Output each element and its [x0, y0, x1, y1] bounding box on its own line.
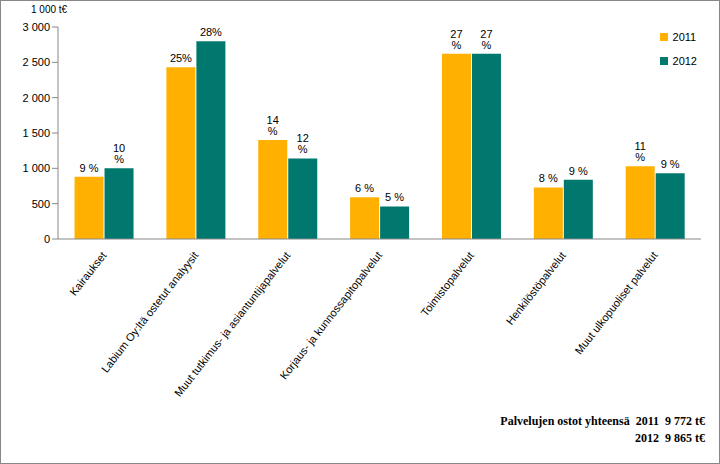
svg-text:27%: 27%	[480, 28, 492, 51]
svg-text:10%: 10%	[113, 142, 125, 165]
svg-text:27%: 27%	[450, 28, 462, 51]
html-text:1 000 t€: 1 000 t€	[31, 4, 68, 15]
svg-text:0: 0	[44, 233, 50, 245]
html-text:2012: 2012	[672, 55, 697, 67]
svg-text:Kairaukset: Kairaukset	[67, 249, 108, 297]
html-text:2012 9 865 t€: 2012 9 865 t€	[635, 431, 705, 445]
svg-text:Muut tutkimus- ja asiantuntija: Muut tutkimus- ja asiantuntijapalvelut	[172, 249, 293, 399]
html-text:Palvelujen ostot yhteensä 2011: Palvelujen ostot yhteensä 2011 9 772 t€	[500, 414, 705, 428]
svg-text:Henkilöstöpalvelut: Henkilöstöpalvelut	[504, 249, 568, 327]
svg-text:Korjaus- ja kunnossapitopalvel: Korjaus- ja kunnossapitopalvelut	[277, 249, 384, 381]
svg-text:1 000: 1 000	[22, 162, 50, 174]
svg-text:Labium Oy:ltä ostetut analyysi: Labium Oy:ltä ostetut analyysit	[99, 249, 201, 374]
svg-text:500: 500	[32, 198, 50, 210]
svg-text:25%: 25%	[170, 52, 192, 64]
svg-text:9 %: 9 %	[569, 165, 588, 177]
svg-text:14%: 14%	[267, 114, 279, 137]
svg-text:6 %: 6 %	[355, 182, 374, 194]
svg-text:Muut ulkopuoliset palvelut: Muut ulkopuoliset palvelut	[572, 249, 659, 356]
svg-text:28%: 28%	[200, 26, 222, 38]
svg-text:2 000: 2 000	[22, 92, 50, 104]
svg-text:11%: 11%	[634, 140, 645, 163]
svg-text:9 %: 9 %	[80, 162, 99, 174]
svg-text:1 500: 1 500	[22, 127, 50, 139]
svg-text:2 500: 2 500	[22, 56, 50, 68]
svg-text:12%: 12%	[297, 132, 309, 155]
svg-text:8 %: 8 %	[539, 172, 558, 184]
svg-text:3 000: 3 000	[22, 21, 50, 33]
svg-text:5 %: 5 %	[385, 191, 404, 203]
svg-text:Toimistopalvelut: Toimistopalvelut	[418, 249, 476, 318]
html-text:2011: 2011	[672, 31, 697, 43]
svg-text:9 %: 9 %	[661, 158, 680, 170]
